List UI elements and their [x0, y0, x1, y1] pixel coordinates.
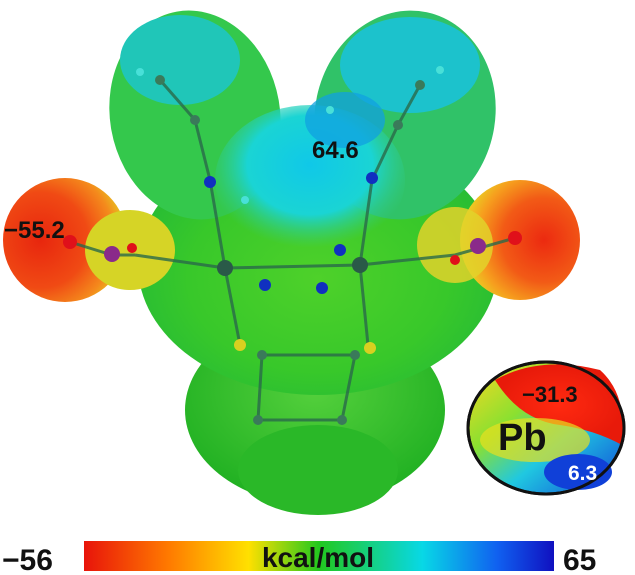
atom-oxygen-left-2	[127, 243, 137, 253]
atom-oxygen-right-2	[450, 255, 460, 265]
atom-carbon	[253, 415, 263, 425]
atom-oxygen-right	[508, 231, 522, 245]
pb-inset-element-label: Pb	[498, 417, 547, 459]
atom-carbon	[190, 115, 200, 125]
color-scale-bar	[84, 541, 554, 571]
atom-sulfur	[364, 342, 376, 354]
atom-carbon	[415, 80, 425, 90]
surface-bottom-tail	[238, 425, 398, 515]
atom-oxygen-left	[63, 235, 77, 249]
color-scale-unit-label: kcal/mol	[262, 542, 374, 573]
surface-right-neck	[417, 207, 493, 283]
pb-inset-outline	[466, 360, 626, 496]
atom-nitrogen	[259, 279, 271, 291]
pb-inset-min-label: −31.3	[522, 382, 578, 407]
surface-upper-right-arm-top	[340, 17, 480, 113]
atom-carbon	[350, 350, 360, 360]
esp-label-left: −55.2	[4, 217, 65, 244]
pb-inset-max-label: 6.3	[568, 462, 597, 485]
surface-upper-left-arm-top	[120, 15, 240, 105]
esp-label-top: 64.6	[312, 137, 359, 164]
atom-hydrogen	[136, 68, 144, 76]
atom-phosphorus-right	[470, 238, 486, 254]
atom-lead-right	[352, 257, 368, 273]
atom-hydrogen	[241, 196, 249, 204]
atom-carbon	[337, 415, 347, 425]
atom-carbon	[155, 75, 165, 85]
atom-hydrogen	[436, 66, 444, 74]
pb-inset-yellow-band	[480, 418, 590, 462]
pb-inset: −31.3 Pb 6.3	[466, 360, 626, 496]
atom-sulfur	[234, 339, 246, 351]
atom-nitrogen	[204, 176, 216, 188]
atom-nitrogen	[334, 244, 346, 256]
atom-lead-left	[217, 260, 233, 276]
atom-nitrogen	[316, 282, 328, 294]
molecule-atoms	[63, 66, 522, 425]
color-scale: −56 kcal/mol 65	[2, 541, 596, 575]
atom-nitrogen	[366, 172, 378, 184]
atom-hydrogen	[326, 106, 334, 114]
atom-phosphorus-left	[104, 246, 120, 262]
surface-blue-patch	[305, 92, 385, 148]
atom-carbon	[393, 120, 403, 130]
color-scale-max-label: 65	[563, 544, 596, 575]
atom-carbon	[257, 350, 267, 360]
color-scale-min-label: −56	[2, 544, 53, 575]
pb-inset-negative-region	[495, 364, 624, 445]
